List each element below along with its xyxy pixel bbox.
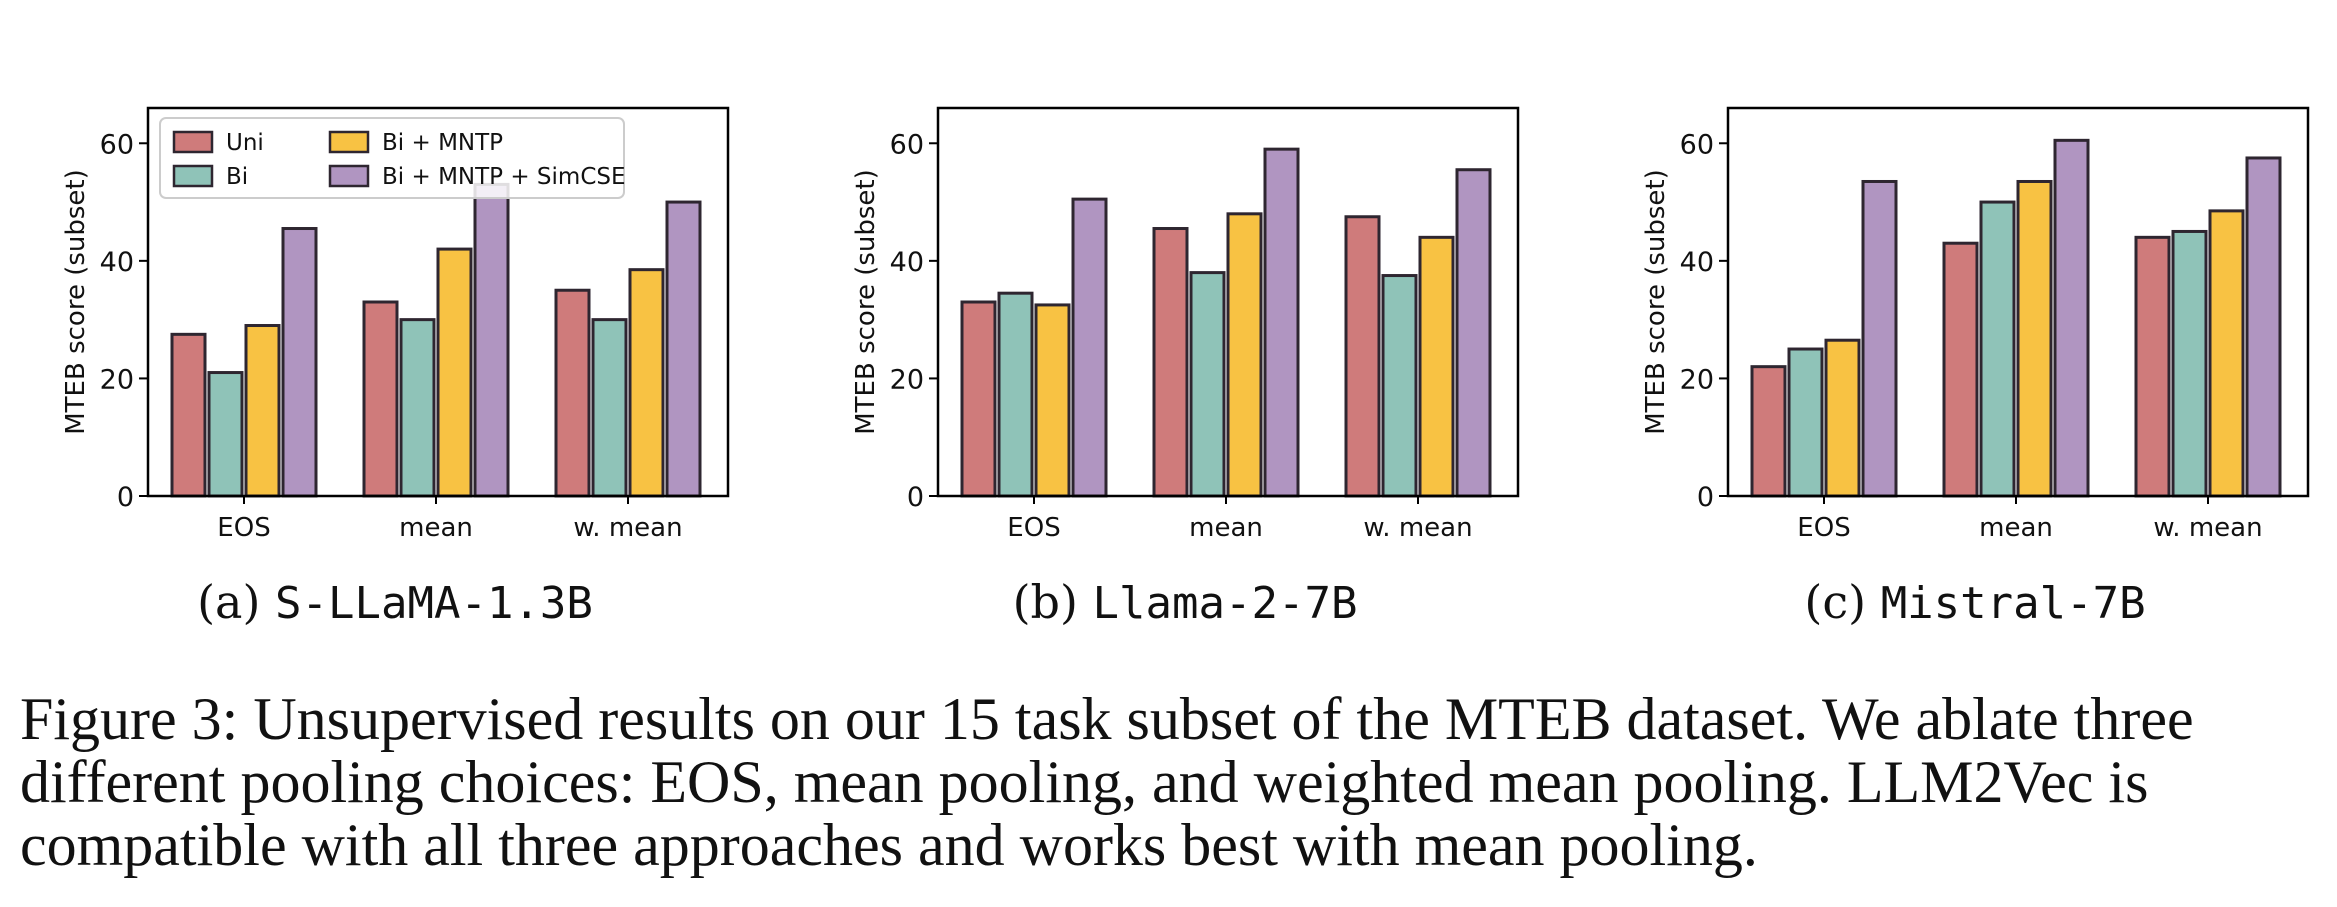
bar (1750, 365, 1787, 498)
x-tick-label: w. mean (2153, 513, 2262, 543)
subcaption-c: (c) Mistral-7B (1804, 575, 2145, 635)
x-tick-label: mean (1189, 513, 1263, 543)
bar (2016, 179, 2053, 498)
bar (554, 288, 591, 498)
axes-frame (1726, 106, 2310, 498)
legend-swatch (172, 164, 214, 188)
x-tick-label: EOS (1007, 513, 1060, 543)
bar (362, 300, 399, 498)
x-tick-label: w. mean (573, 513, 682, 543)
bar (244, 324, 281, 498)
x-tick-label: mean (399, 513, 473, 543)
legend-label: Uni (226, 130, 264, 156)
x-tick-label: mean (1979, 513, 2053, 543)
bar (665, 200, 702, 498)
y-tick-label: 0 (907, 482, 924, 513)
legend: Uni Bi Bi + MNTP Bi + MNTP + SimCSE (159, 117, 626, 199)
bar (1942, 241, 1979, 498)
x-tick-label: EOS (1797, 513, 1850, 543)
bar (1152, 227, 1189, 498)
bar (2245, 156, 2282, 498)
subcaption-c-label: (c) (1804, 575, 1867, 629)
x-tick-label: EOS (217, 513, 270, 543)
y-axis-label: MTEB score (subset) (1641, 169, 1671, 435)
bar (628, 268, 665, 498)
bar (399, 318, 436, 498)
legend-swatch (172, 130, 214, 154)
y-tick-label: 60 (890, 129, 924, 160)
bar (1034, 303, 1071, 498)
bar (436, 247, 473, 498)
bar (1418, 235, 1455, 498)
y-tick-label: 60 (100, 129, 134, 160)
chart-panel-3: EOS mean w. mean 0 20 40 60 MTEB score (subset) (1641, 106, 2310, 543)
y-tick-label: 40 (100, 247, 134, 278)
bar (2134, 235, 2171, 498)
bar (1824, 338, 1861, 498)
bar (281, 227, 318, 498)
bar (1189, 271, 1226, 498)
y-axis-label: MTEB score (subset) (61, 169, 91, 435)
bar (1381, 274, 1418, 498)
bar (2171, 229, 2208, 498)
bar (473, 182, 510, 498)
legend-label: Bi (226, 164, 248, 190)
bar (997, 291, 1034, 498)
bar (1979, 200, 2016, 498)
bar (2053, 138, 2090, 498)
legend-swatch (328, 164, 370, 188)
y-tick-label: 60 (1680, 129, 1714, 160)
legend-label: Bi + MNTP + SimCSE (382, 164, 626, 190)
bar (1344, 215, 1381, 498)
y-tick-label: 20 (100, 364, 134, 395)
y-tick-label: 0 (1697, 482, 1714, 513)
subcaption-a-label: (a) (197, 575, 261, 629)
y-tick-label: 40 (890, 247, 924, 278)
bar (960, 300, 997, 498)
bar (591, 318, 628, 498)
bar (1071, 197, 1108, 498)
bar (170, 332, 207, 498)
bar (2208, 209, 2245, 498)
bar (1226, 212, 1263, 498)
bar (207, 371, 244, 498)
bar (1455, 168, 1492, 498)
subcaption-a: (a) S-LLaMA-1.3B (197, 575, 593, 635)
legend-swatch (328, 130, 370, 154)
y-tick-label: 0 (117, 482, 134, 513)
axes-frame (146, 106, 730, 498)
x-tick-label: w. mean (1363, 513, 1472, 543)
bar (1861, 179, 1898, 498)
y-tick-label: 20 (1680, 364, 1714, 395)
subcaption-b-model: Llama-2-7B (1092, 578, 1358, 629)
subcaption-b-label: (b) (1012, 575, 1078, 629)
subcaption-b: (b) Llama-2-7B (1013, 575, 1358, 635)
charts-area: EOS mean w. mean 0 20 40 60 MTEB score (subset)… (61, 106, 2310, 543)
legend-label: Bi + MNTP (382, 130, 503, 156)
legend-box (159, 117, 625, 199)
bar (1787, 347, 1824, 498)
y-tick-label: 20 (890, 364, 924, 395)
bar (1263, 147, 1300, 498)
subcaption-c-model: Mistral-7B (1880, 578, 2146, 629)
chart-panel-2: EOS mean w. mean 0 20 40 60 MTEB score (subset) (851, 106, 1520, 543)
y-axis-label: MTEB score (subset) (851, 169, 881, 435)
subcaption-a-model: S-LLaMA-1.3B (275, 578, 593, 629)
y-tick-label: 40 (1680, 247, 1714, 278)
figure-caption: Figure 3: Unsupervised results on our 15… (20, 686, 2194, 878)
chart-panel-1: EOS mean w. mean 0 20 40 60 MTEB score (subset)… (61, 106, 730, 543)
axes-frame (936, 106, 1520, 498)
